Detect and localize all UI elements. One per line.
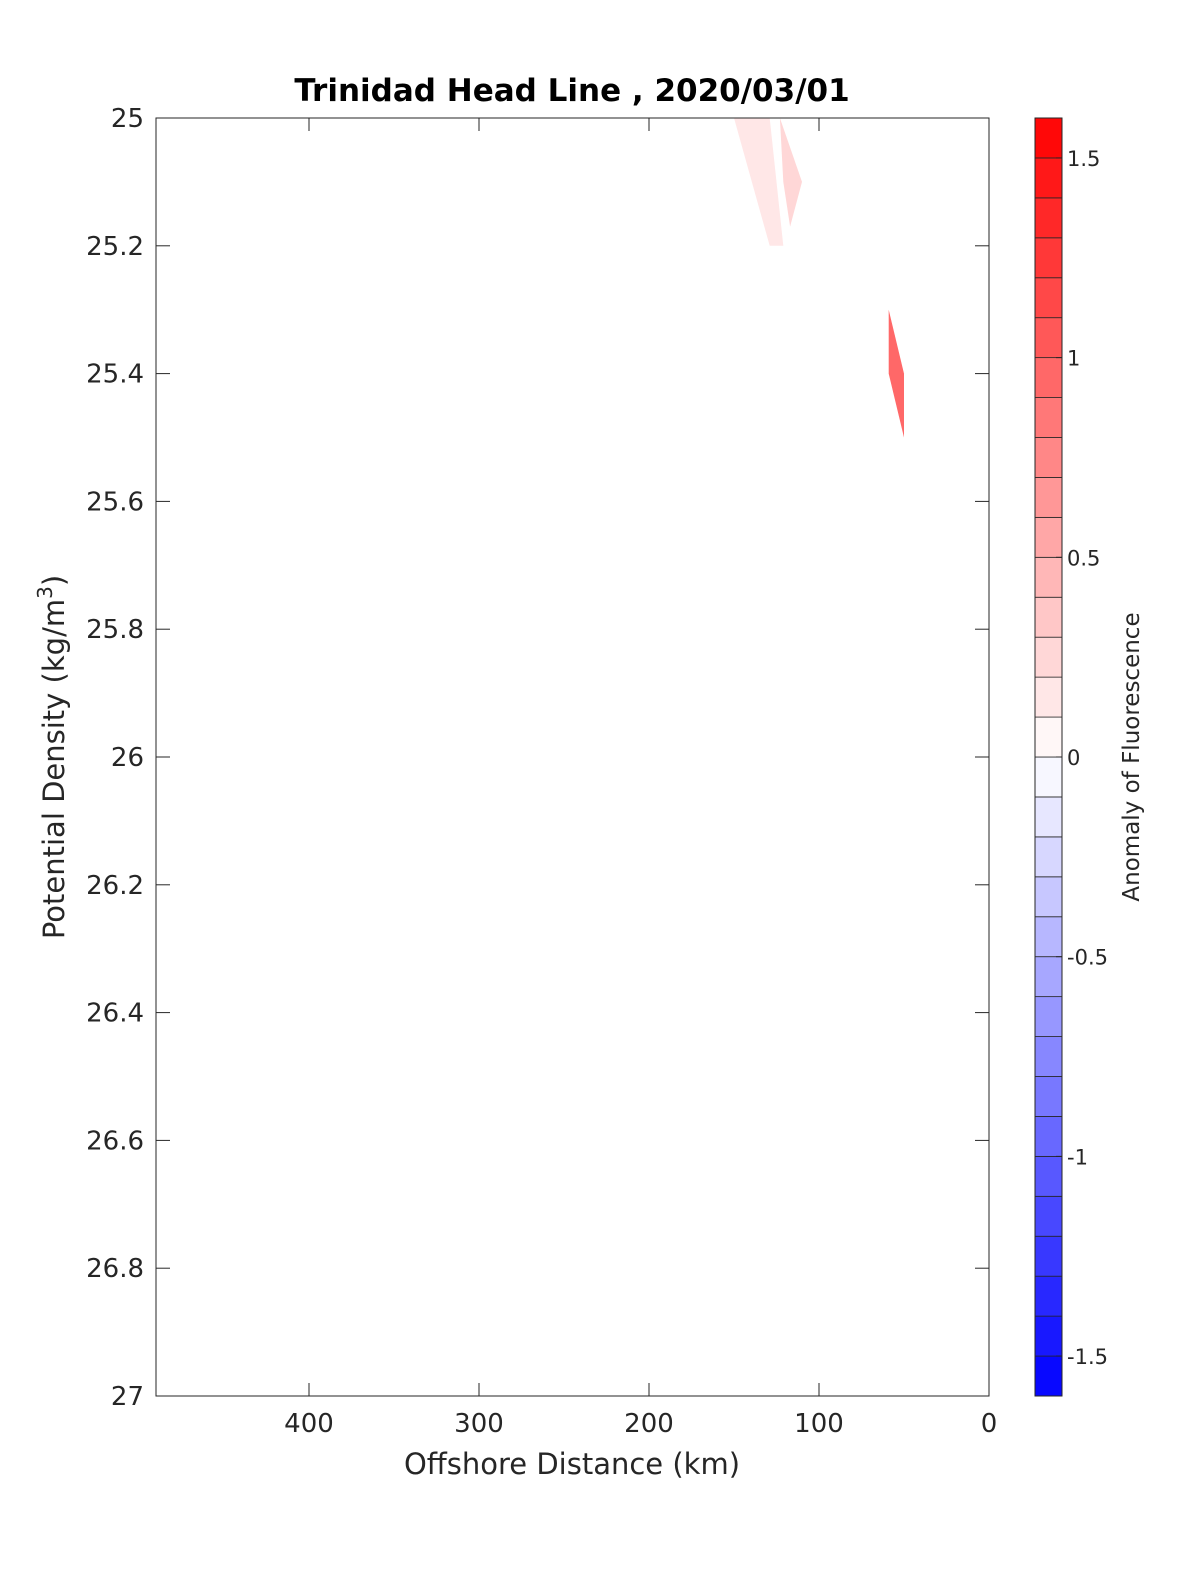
colorbar-band (1034, 916, 1063, 958)
colorbar-band (1034, 277, 1063, 319)
colorbar-band (1034, 956, 1063, 998)
chart-title: Trinidad Head Line , 2020/03/01 (294, 73, 849, 109)
plot-area (156, 118, 989, 1396)
y-tick-label: 25.6 (86, 487, 144, 517)
colorbar-ticks: 1.5 1 0.5 0 -0.5 -1 -1.5 (1056, 147, 1108, 1369)
contour-region-1 (734, 118, 784, 246)
y-axis-label-close: ) (37, 575, 71, 586)
colorbar-band (1034, 477, 1063, 518)
colorbar-band (1034, 117, 1063, 159)
colorbar-band (1034, 556, 1063, 598)
colorbar-band (1034, 756, 1063, 798)
colorbar-band (1034, 1195, 1063, 1237)
y-tick-label: 27 (111, 1382, 144, 1412)
colorbar-band (1034, 1036, 1063, 1077)
y-tick-label: 25 (111, 104, 144, 134)
colorbar-label: Anomaly of Fluorescence (1119, 612, 1145, 901)
colorbar-band (1034, 317, 1063, 359)
colorbar-band (1034, 836, 1063, 878)
colorbar-band (1034, 636, 1063, 678)
x-tick-label: 300 (454, 1409, 504, 1439)
colorbar-band (1034, 197, 1063, 239)
colorbar-tick-label: 1.5 (1067, 147, 1100, 171)
colorbar-tick-label: -1.5 (1067, 1345, 1108, 1369)
x-tick-label: 200 (624, 1409, 674, 1439)
y-tick-label: 25.2 (86, 232, 144, 262)
y-tick-label: 26.6 (86, 1126, 144, 1156)
colorbar-band (1034, 437, 1063, 478)
colorbar-band (1034, 1355, 1063, 1397)
colorbar-band (1034, 596, 1063, 638)
contour-region-2 (779, 118, 802, 227)
colorbar-band (1034, 676, 1063, 718)
colorbar-band (1034, 237, 1063, 279)
colorbar-band (1034, 1076, 1063, 1117)
x-tick-label: 400 (284, 1409, 334, 1439)
x-axis-label: Offshore Distance (km) (404, 1447, 740, 1481)
colorbar-band (1034, 357, 1063, 398)
contour-region-3 (888, 309, 904, 438)
y-axis-ticks: 25 25.2 25.4 25.6 25.8 26 26.2 26.4 26.6 26.8 27 (86, 104, 989, 1412)
y-tick-label: 26.4 (86, 999, 144, 1029)
colorbar-band (1034, 876, 1063, 918)
contour-regions (734, 118, 904, 438)
x-axis-ticks: 400 300 200 100 0 (284, 118, 997, 1439)
y-axis-label-main: Potential Density (kg/m (37, 599, 71, 939)
y-axis-label-superscript: 3 (33, 586, 57, 599)
colorbar-tick-label: -0.5 (1067, 946, 1108, 970)
colorbar-band (1034, 996, 1063, 1037)
colorbar-band (1034, 1116, 1063, 1157)
colorbar-tick-label: 0.5 (1067, 546, 1100, 570)
y-tick-label: 26 (111, 743, 144, 773)
colorbar-band (1034, 1315, 1063, 1357)
colorbar-band (1034, 157, 1063, 199)
colorbar-band (1034, 516, 1063, 558)
colorbar-band (1034, 1275, 1063, 1317)
colorbar-band (1034, 397, 1063, 438)
y-tick-label: 26.8 (86, 1254, 144, 1284)
colorbar-tick-label: 0 (1067, 746, 1080, 770)
y-tick-label: 25.8 (86, 615, 144, 645)
colorbar-band (1034, 1235, 1063, 1277)
x-tick-label: 0 (981, 1409, 998, 1439)
colorbar-tick-label: 1 (1067, 347, 1080, 371)
y-tick-label: 26.2 (86, 871, 144, 901)
x-tick-label: 100 (794, 1409, 844, 1439)
colorbar-band (1034, 1155, 1063, 1197)
colorbar-band (1034, 716, 1063, 758)
y-axis-label: Potential Density (kg/m3) (33, 575, 71, 939)
colorbar-tick-label: -1 (1067, 1145, 1088, 1169)
colorbar-band (1034, 796, 1063, 838)
y-tick-label: 25.4 (86, 360, 144, 390)
